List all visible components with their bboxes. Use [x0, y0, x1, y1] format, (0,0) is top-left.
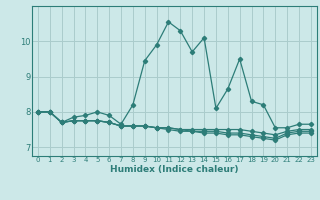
- X-axis label: Humidex (Indice chaleur): Humidex (Indice chaleur): [110, 165, 239, 174]
